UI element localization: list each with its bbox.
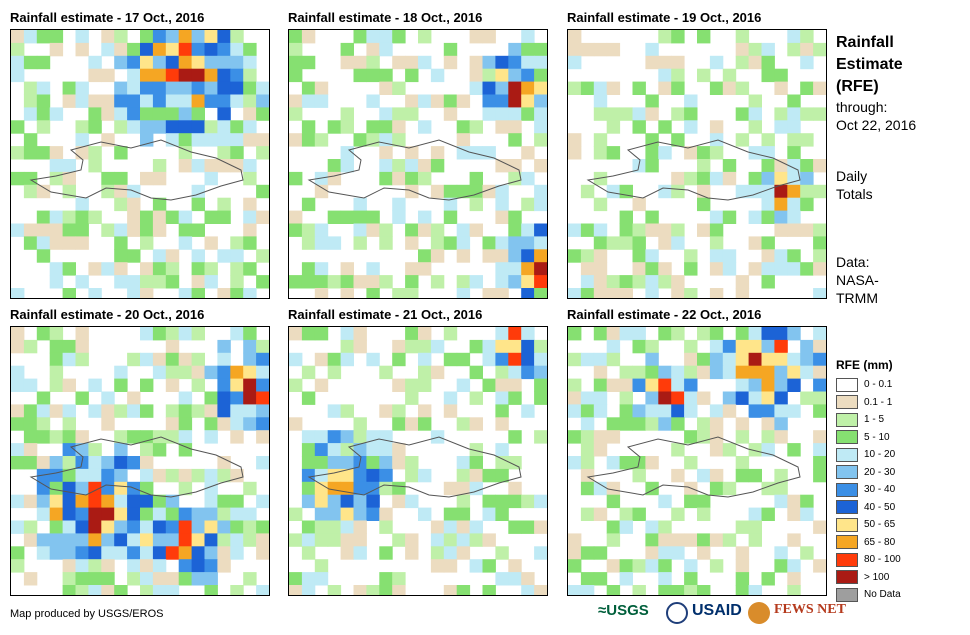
legend-label: 0 - 0.1	[864, 379, 893, 391]
legend-label: 40 - 50	[864, 501, 896, 513]
island-outline	[586, 139, 801, 201]
legend-item: 10 - 20	[836, 446, 901, 464]
legend-item: 30 - 40	[836, 481, 901, 499]
data-source-line: TRMM	[836, 290, 878, 306]
legend-items: 0 - 0.1 0.1 - 1 1 - 5 5 - 10 10 - 20 20 - 30 3…	[836, 376, 901, 604]
legend-swatch	[836, 395, 858, 410]
panel-title: Rainfall estimate - 21 Oct., 2016	[288, 307, 483, 322]
totals-block: Daily Totals	[836, 167, 873, 203]
legend-swatch	[836, 465, 858, 480]
title-line: (RFE)	[836, 78, 879, 95]
data-source-line: Data:	[836, 254, 870, 270]
usaid-seal-icon	[666, 602, 688, 624]
legend-label: > 100	[864, 571, 890, 583]
legend-label: 20 - 30	[864, 466, 896, 478]
legend-item: 20 - 30	[836, 464, 901, 482]
usgs-logo-text: USGS	[606, 602, 649, 619]
totals-line: Daily	[836, 168, 868, 184]
legend-label: 0.1 - 1	[864, 396, 893, 408]
rainfall-map[interactable]	[567, 326, 827, 596]
island-outline	[307, 139, 522, 201]
totals-line: Totals	[836, 186, 873, 202]
legend-item: > 100	[836, 569, 901, 587]
legend-item: 0 - 0.1	[836, 376, 901, 394]
through-label: through:	[836, 99, 888, 115]
panel-title: Rainfall estimate - 20 Oct., 2016	[10, 307, 205, 322]
legend-item: 80 - 100	[836, 551, 901, 569]
island-outline	[307, 436, 522, 498]
legend-item: 5 - 10	[836, 429, 901, 447]
legend-label: 80 - 100	[864, 554, 901, 566]
legend-swatch	[836, 535, 858, 550]
legend-item: 65 - 80	[836, 534, 901, 552]
panel-title: Rainfall estimate - 17 Oct., 2016	[10, 10, 205, 25]
legend-swatch	[836, 500, 858, 515]
usgs-mark-icon: ≈	[598, 602, 607, 619]
rainfall-map[interactable]	[10, 326, 270, 596]
panel-title: Rainfall estimate - 19 Oct., 2016	[567, 10, 762, 25]
legend-label: 30 - 40	[864, 484, 896, 496]
legend-swatch	[836, 447, 858, 462]
legend-title: RFE (mm)	[836, 358, 893, 372]
legend-label: 5 - 10	[864, 431, 890, 443]
legend-item: No Data	[836, 586, 901, 604]
rainfall-map[interactable]	[288, 326, 548, 596]
fewsnet-logo: FEWS NET	[774, 602, 846, 617]
legend-swatch	[836, 482, 858, 497]
legend-swatch	[836, 570, 858, 585]
title-line: Rainfall	[836, 34, 894, 51]
credit-text: Map produced by USGS/EROS	[10, 608, 164, 620]
title-line: Estimate	[836, 56, 903, 73]
map-canvas	[289, 30, 547, 298]
main-title: Rainfall Estimate (RFE)	[836, 32, 903, 98]
map-canvas	[568, 327, 826, 595]
map-canvas	[568, 30, 826, 298]
legend-label: 1 - 5	[864, 414, 885, 426]
legend-label: 65 - 80	[864, 536, 896, 548]
data-source-block: Data: NASA- TRMM	[836, 253, 879, 307]
map-canvas	[289, 327, 547, 595]
legend-swatch	[836, 430, 858, 445]
rainfall-map[interactable]	[288, 29, 548, 299]
legend-swatch	[836, 517, 858, 532]
panel-title: Rainfall estimate - 18 Oct., 2016	[288, 10, 483, 25]
legend-swatch	[836, 377, 858, 392]
rfe-legend: RFE (mm) 0 - 0.1 0.1 - 1 1 - 5 5 - 10 10 - 2…	[836, 358, 901, 604]
through-block: through: Oct 22, 2016	[836, 98, 916, 134]
legend-item: 0.1 - 1	[836, 394, 901, 412]
legend-item: 40 - 50	[836, 499, 901, 517]
usgs-logo: ≈USGS	[598, 602, 649, 619]
legend-label: 50 - 65	[864, 519, 896, 531]
legend-label: 10 - 20	[864, 449, 896, 461]
rainfall-map[interactable]	[10, 29, 270, 299]
legend-label: No Data	[864, 589, 901, 601]
legend-item: 50 - 65	[836, 516, 901, 534]
usaid-logo: USAID	[692, 602, 742, 619]
map-canvas	[11, 30, 269, 298]
fewsnet-globe-icon	[748, 602, 770, 624]
legend-item: 1 - 5	[836, 411, 901, 429]
island-outline	[29, 139, 244, 201]
panel-title: Rainfall estimate - 22 Oct., 2016	[567, 307, 762, 322]
legend-swatch	[836, 412, 858, 427]
island-outline	[586, 436, 801, 498]
legend-swatch	[836, 552, 858, 567]
through-date: Oct 22, 2016	[836, 117, 917, 133]
island-outline	[29, 436, 244, 498]
map-canvas	[11, 327, 269, 595]
legend-swatch	[836, 587, 858, 602]
data-source-line: NASA-	[836, 272, 879, 288]
rainfall-map[interactable]	[567, 29, 827, 299]
